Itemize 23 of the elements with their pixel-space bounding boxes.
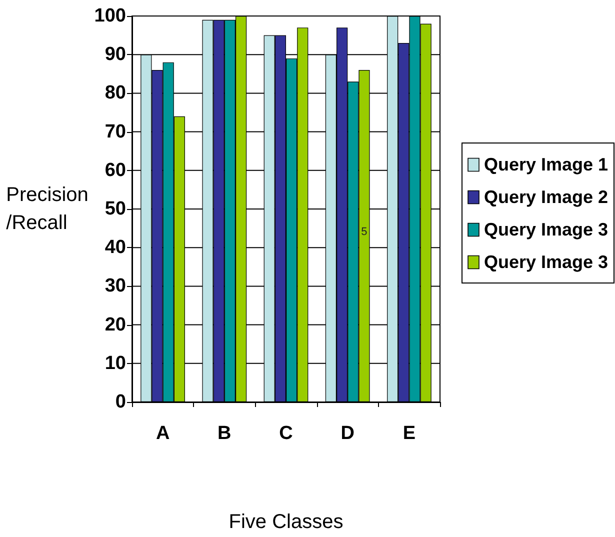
x-tick-label: C: [279, 423, 294, 444]
annotation: 5: [361, 226, 368, 238]
x-tick-label: A: [156, 423, 170, 444]
y-axis-title: Precision /Recall: [6, 184, 88, 234]
legend-label: Query Image 3: [484, 252, 608, 272]
y-tick-label: 20: [104, 314, 126, 336]
x-axis-title: Five Classes: [228, 511, 344, 533]
y-tick-label: 0: [115, 392, 126, 412]
y-tick-label: 40: [104, 237, 126, 258]
legend-label: Query Image 3: [484, 219, 608, 240]
y-tick-label: 80: [104, 82, 126, 104]
y-tick-label: 30: [104, 276, 126, 297]
x-tick-label: E: [402, 423, 416, 444]
x-tick-label: D: [340, 423, 354, 444]
y-tick-label: 60: [104, 160, 126, 181]
y-tick-label: 10: [104, 352, 126, 374]
y-tick-label: 100: [94, 6, 126, 26]
y-tick-label: 70: [104, 121, 126, 142]
y-tick-label: 50: [104, 198, 126, 220]
x-tick-label: B: [218, 423, 232, 444]
y-tick-label: 90: [104, 44, 126, 66]
legend-label: Query Image 2: [484, 186, 608, 207]
legend-label: Query Image 1: [484, 154, 608, 174]
